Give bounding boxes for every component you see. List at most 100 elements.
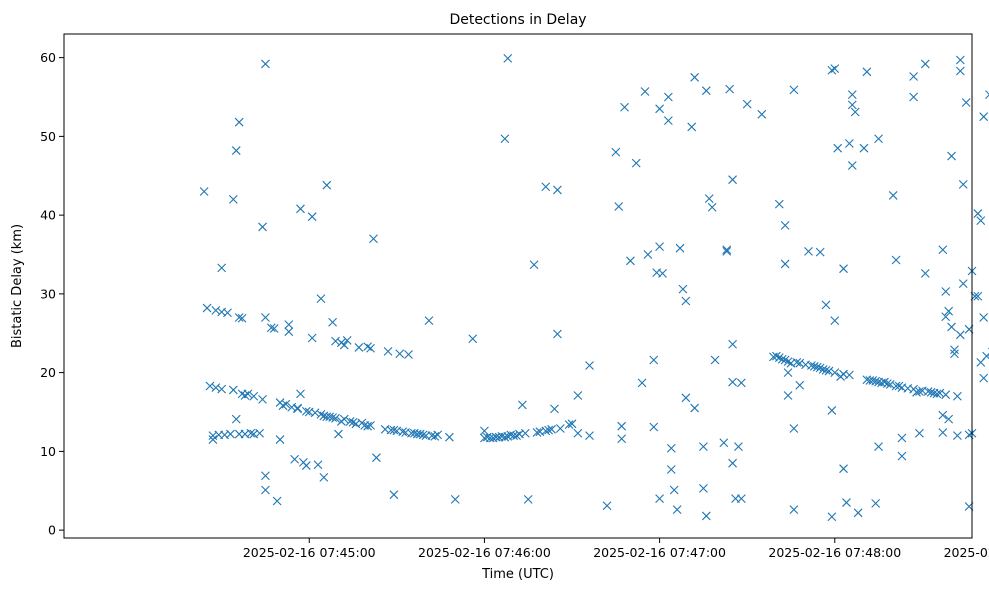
chart-title: Detections in Delay: [449, 12, 586, 28]
data-point: [331, 336, 340, 346]
data-point: [699, 483, 708, 493]
data-point: [532, 428, 542, 437]
data-point: [915, 428, 924, 438]
data-point: [217, 384, 227, 394]
data-point: [240, 391, 250, 400]
data-point: [544, 425, 554, 435]
data-point: [450, 495, 460, 504]
plot-frame: [63, 33, 973, 539]
data-point: [804, 246, 813, 256]
data-point: [631, 158, 641, 168]
x-tick-label: 2025-02-16 07:46:00: [418, 545, 551, 560]
data-point: [792, 357, 802, 367]
data-point: [795, 358, 805, 368]
data-point: [272, 496, 282, 506]
data-point: [780, 259, 790, 269]
data-point: [666, 443, 676, 453]
data-point: [909, 92, 918, 102]
data-point: [430, 432, 440, 441]
data-point: [938, 428, 948, 437]
data-point: [296, 389, 305, 399]
data-point: [354, 343, 364, 352]
data-point: [821, 365, 831, 375]
data-point: [780, 355, 790, 365]
data-point: [771, 351, 781, 361]
data-point: [255, 428, 265, 438]
data-point: [261, 313, 270, 322]
data-point: [681, 296, 691, 306]
y-axis-label: Bistatic Delay (km): [10, 224, 25, 348]
data-point: [503, 54, 513, 63]
data-point: [226, 429, 235, 439]
data-point: [310, 408, 320, 418]
data-point: [585, 361, 594, 370]
data-point: [363, 421, 373, 431]
data-point: [944, 306, 954, 316]
data-point: [322, 180, 332, 190]
data-point: [953, 431, 962, 441]
data-point: [979, 112, 989, 122]
data-point: [234, 117, 244, 127]
data-point: [258, 395, 267, 404]
x-tick-label: 2025-02-16 07:45:00: [243, 545, 376, 560]
data-point: [722, 245, 732, 255]
data-point: [915, 387, 924, 396]
data-point: [859, 143, 869, 153]
data-point: [249, 391, 259, 401]
data-point: [938, 410, 948, 420]
data-point: [699, 442, 708, 452]
data-point: [509, 431, 519, 441]
data-point: [842, 498, 851, 507]
x-tick-label: 2025-02-16 07:48:00: [768, 545, 901, 560]
data-point: [675, 243, 685, 253]
data-point: [777, 354, 787, 364]
data-point: [261, 485, 270, 495]
data-point: [847, 161, 857, 170]
data-point: [415, 429, 425, 439]
data-point: [687, 122, 697, 132]
data-point: [404, 350, 413, 359]
data-point: [237, 313, 247, 323]
data-point: [897, 451, 907, 461]
data-point: [944, 414, 954, 424]
data-point: [880, 377, 889, 387]
data-point: [284, 327, 294, 337]
data-point: [199, 187, 209, 196]
data-point: [678, 284, 688, 294]
data-point: [839, 264, 848, 274]
data-point: [331, 413, 340, 423]
data-point: [228, 194, 238, 204]
data-point: [649, 422, 659, 432]
data-point: [243, 389, 253, 399]
data-point: [541, 182, 551, 192]
data-point: [345, 417, 355, 426]
data-point: [655, 242, 664, 252]
data-point: [655, 104, 664, 114]
data-point: [844, 139, 854, 148]
data-point: [821, 300, 831, 310]
data-point: [955, 66, 965, 76]
data-point: [722, 246, 732, 256]
data-point: [334, 429, 343, 439]
data-point: [690, 403, 700, 413]
data-point: [649, 355, 659, 365]
data-point: [468, 334, 478, 344]
data-point: [520, 428, 530, 438]
data-point: [529, 260, 539, 270]
data-point: [891, 381, 901, 391]
data-point: [815, 363, 825, 373]
data-point: [719, 438, 729, 448]
data-point: [725, 84, 735, 94]
data-point: [301, 461, 311, 470]
data-point: [418, 430, 428, 440]
data-point: [947, 151, 956, 161]
data-point: [938, 245, 948, 255]
data-point: [728, 377, 737, 387]
data-point: [541, 426, 551, 436]
data-point: [316, 294, 326, 303]
data-point: [941, 312, 951, 322]
data-point: [728, 458, 737, 468]
data-point: [947, 322, 956, 332]
data-point: [445, 432, 454, 442]
